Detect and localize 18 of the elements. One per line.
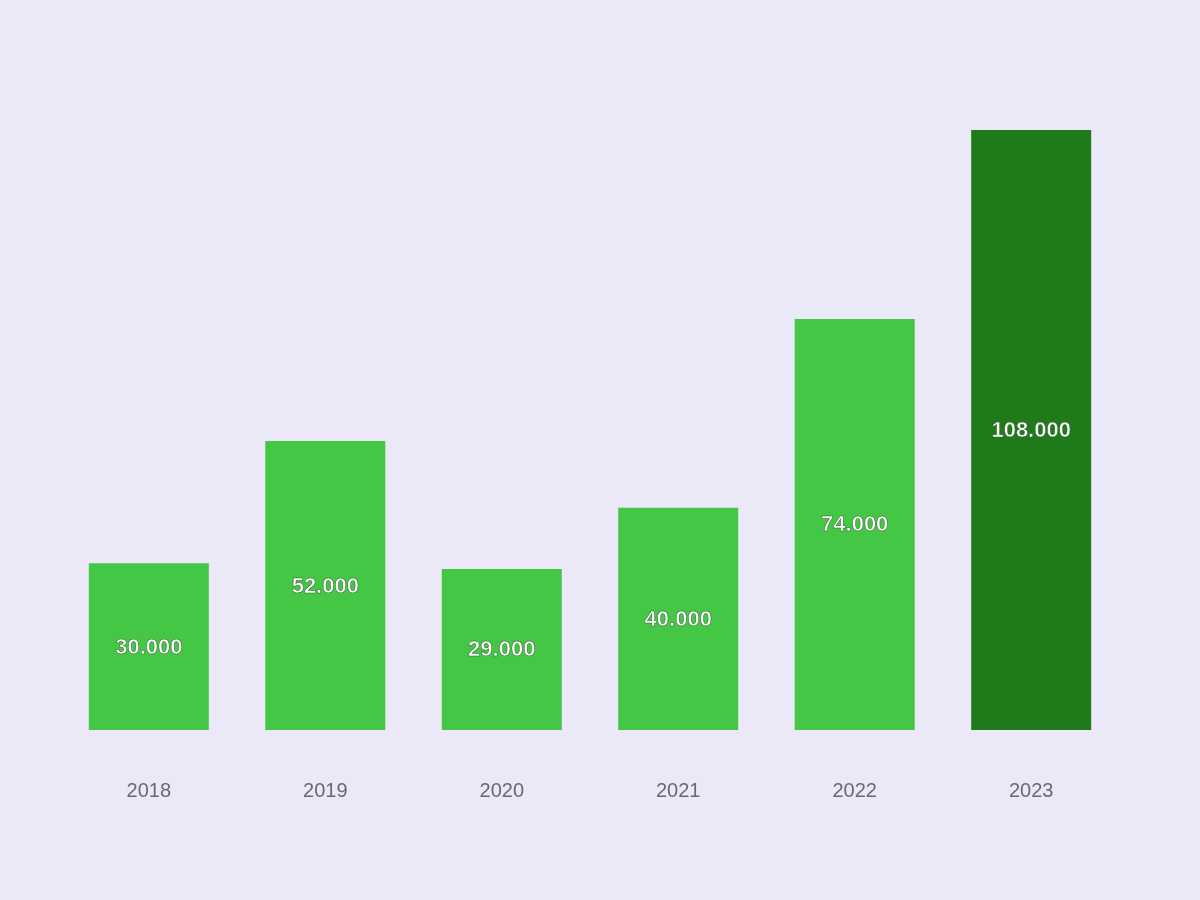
x-tick-label: 2018 (126, 778, 172, 801)
x-tick-label: 2019 (303, 778, 348, 801)
bar (265, 441, 386, 730)
data-label: 40.000 (644, 605, 712, 631)
data-label: 74.000 (821, 511, 889, 537)
data-label: 108.000 (991, 417, 1071, 442)
bar (88, 563, 209, 730)
x-tick-label: 2022 (832, 778, 877, 801)
bar (971, 130, 1092, 730)
bar (618, 507, 739, 730)
data-label: 30.000 (115, 633, 183, 659)
bar (794, 318, 915, 730)
bar (441, 568, 562, 730)
x-tick-label: 2020 (479, 778, 525, 801)
x-tick-label: 2023 (1008, 778, 1054, 801)
x-tick-label: 2021 (655, 778, 701, 801)
data-label: 52.000 (291, 572, 359, 598)
data-label: 29.000 (468, 636, 536, 662)
